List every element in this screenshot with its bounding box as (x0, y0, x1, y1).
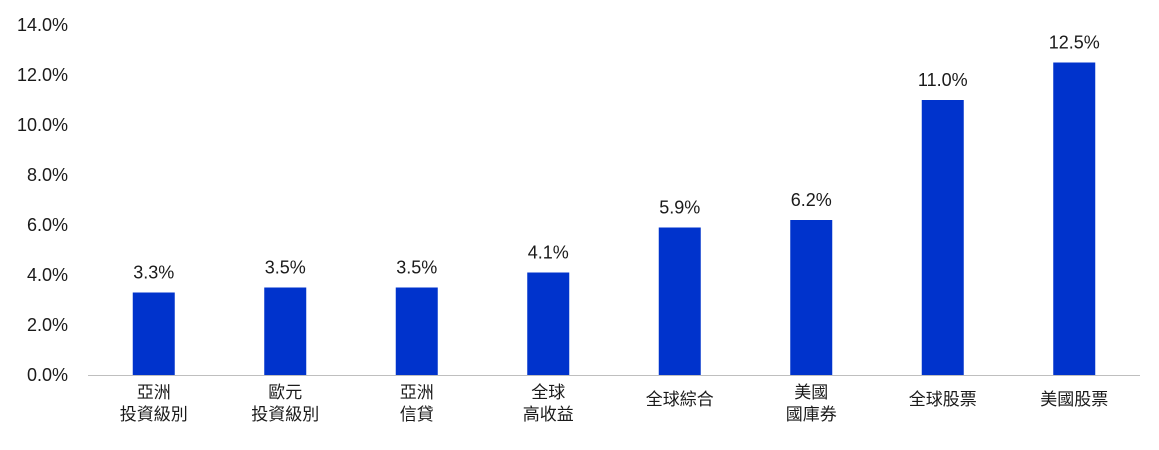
x-category-label-line: 全球綜合 (646, 390, 714, 410)
y-tick-label: 10.0% (17, 115, 68, 135)
x-category-label: 全球高收益 (523, 383, 574, 425)
y-tick-label: 2.0% (27, 315, 68, 335)
bar (132, 292, 175, 375)
data-label: 12.5% (1049, 33, 1100, 53)
x-category-label: 全球綜合 (646, 390, 714, 410)
y-tick-label: 6.0% (27, 215, 68, 235)
x-category-label-line: 投資級別 (251, 405, 319, 425)
y-tick-label: 8.0% (27, 165, 68, 185)
data-label: 11.0% (918, 70, 968, 90)
x-category-label-line: 亞洲 (137, 383, 171, 403)
x-category-label: 美國股票 (1040, 390, 1108, 410)
y-tick-label: 4.0% (27, 265, 68, 285)
x-category-label-line: 國庫券 (786, 405, 837, 425)
y-tick-label: 14.0% (17, 15, 68, 35)
x-category-label-line: 美國 (794, 383, 828, 403)
x-category-label-line: 投資級別 (120, 405, 188, 425)
y-tick-label: 12.0% (17, 65, 68, 85)
data-label: 3.5% (396, 258, 437, 278)
x-category-label-line: 全球 (531, 383, 565, 403)
x-category-label-line: 歐元 (268, 383, 302, 403)
x-category-label: 亞洲投資級別 (120, 383, 188, 425)
data-label: 3.3% (133, 263, 174, 283)
bar (264, 287, 307, 375)
data-label: 4.1% (528, 243, 569, 263)
bar (527, 272, 570, 375)
x-category-label-line: 信貸 (400, 405, 434, 425)
x-category-label-line: 美國股票 (1040, 390, 1108, 410)
x-category-label-line: 全球股票 (909, 390, 977, 410)
x-category-label: 歐元投資級別 (251, 383, 319, 425)
bar (658, 227, 701, 375)
x-category-label: 美國國庫券 (786, 383, 837, 425)
bar (921, 100, 964, 375)
x-category-label: 全球股票 (909, 390, 977, 410)
x-category-label-line: 高收益 (523, 405, 574, 425)
bar (1053, 62, 1096, 375)
bar (395, 287, 438, 375)
y-tick-label: 0.0% (27, 365, 68, 385)
data-label: 6.2% (791, 190, 832, 210)
data-label: 3.5% (265, 258, 306, 278)
data-label: 5.9% (659, 198, 700, 218)
x-category-label: 亞洲信貸 (400, 383, 434, 425)
bar (790, 220, 833, 375)
x-category-label-line: 亞洲 (400, 383, 434, 403)
